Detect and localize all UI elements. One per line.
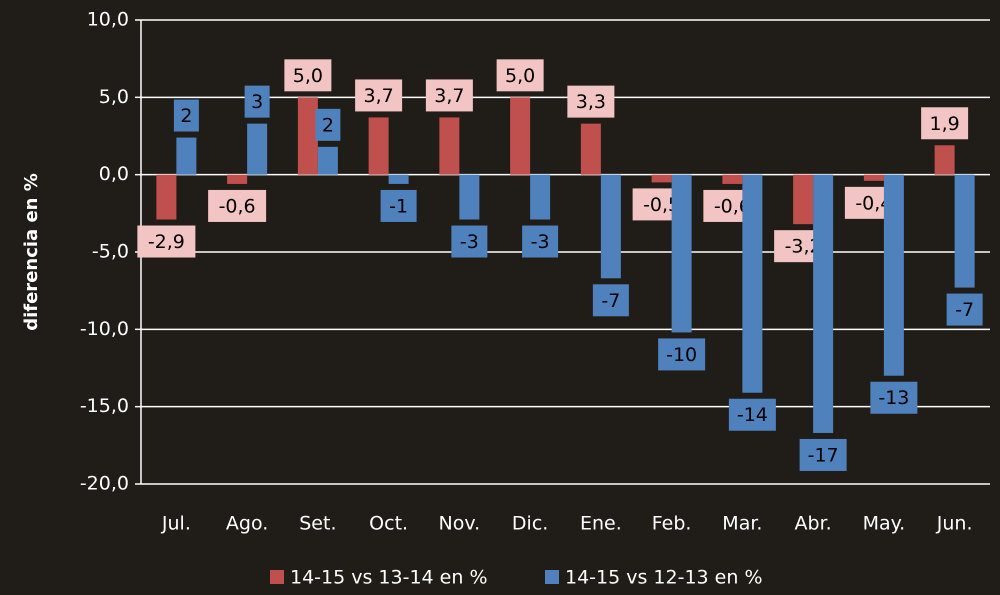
x-tick-label: Jun.: [936, 513, 973, 535]
data-label: 1,9: [930, 113, 960, 135]
bar: [176, 137, 197, 175]
data-label: 3,7: [434, 85, 464, 107]
y-axis-label: diferencia en %: [21, 173, 42, 331]
data-label-box: [799, 438, 847, 471]
x-tick-label: May.: [863, 513, 906, 535]
bar: [863, 174, 884, 181]
data-label-box: [137, 225, 196, 258]
bar: [388, 174, 409, 184]
bar: [934, 145, 955, 175]
data-label: -2,9: [148, 231, 185, 253]
bar: [883, 174, 904, 376]
bar: [317, 146, 338, 175]
data-label: -3: [460, 231, 479, 253]
bar: [530, 174, 551, 220]
data-label: -10: [666, 344, 697, 366]
data-label: -7: [601, 290, 620, 312]
data-label: -0,6: [219, 195, 256, 217]
y-tick-label: -5,0: [92, 241, 129, 263]
data-label-box: [522, 225, 559, 258]
data-label-box: [658, 338, 706, 371]
bar: [580, 123, 601, 175]
data-label: -17: [808, 444, 839, 466]
x-tick-label: Jul.: [161, 513, 191, 535]
data-label: -0,5: [643, 194, 680, 216]
data-label: 3,3: [576, 91, 606, 113]
bar: [600, 174, 621, 279]
y-tick-label: -10,0: [80, 318, 129, 340]
data-label-box: [567, 85, 615, 118]
bar: [510, 97, 531, 175]
bar: [651, 174, 672, 183]
x-tick-label: Ene.: [580, 513, 622, 535]
bar: [671, 174, 692, 333]
data-label: 2: [180, 105, 192, 127]
bar: [227, 174, 248, 184]
data-label: 3,7: [364, 85, 394, 107]
bar: [368, 117, 389, 175]
data-label-box: [921, 107, 969, 140]
y-tick-label: 5,0: [99, 86, 129, 108]
bar: [459, 174, 480, 220]
bar: [793, 174, 814, 225]
legend-swatch: [270, 570, 284, 584]
bar: [156, 174, 177, 220]
x-tick-label: Nov.: [439, 513, 481, 535]
bar: [722, 174, 743, 184]
data-label: -7: [955, 299, 974, 321]
data-label: 2: [322, 114, 334, 136]
data-label: -3,2: [785, 236, 822, 258]
legend-swatch: [545, 570, 559, 584]
data-label-box: [425, 79, 473, 112]
x-tick-label: Dic.: [512, 513, 548, 535]
x-tick-label: Abr.: [795, 513, 832, 535]
y-tick-label: -15,0: [80, 395, 129, 417]
data-label-box: [870, 381, 918, 414]
data-label: -14: [737, 404, 768, 426]
x-tick-label: Ago.: [226, 513, 268, 535]
y-tick-label: 10,0: [87, 9, 129, 31]
x-tick-label: Feb.: [652, 513, 692, 535]
data-label-box: [173, 99, 199, 132]
bar: [297, 97, 318, 175]
data-label-box: [592, 284, 629, 317]
data-label: 3: [251, 91, 263, 113]
x-tick-label: Set.: [299, 513, 336, 535]
data-label-box: [244, 85, 270, 118]
data-label: -3: [531, 231, 550, 253]
data-label: -0,4: [855, 192, 892, 214]
data-label: -13: [878, 387, 909, 409]
data-label-box: [946, 293, 983, 326]
y-tick-label: 0,0: [99, 163, 129, 185]
data-label: -1: [389, 195, 408, 217]
data-label-box: [284, 59, 332, 92]
bar: [247, 123, 268, 175]
data-label-box: [496, 59, 544, 92]
data-label-box: [451, 225, 488, 258]
bar: [954, 174, 975, 288]
data-label: -0,6: [714, 195, 751, 217]
data-label-box: [208, 189, 267, 222]
bar: [813, 174, 834, 433]
y-tick-label: -20,0: [80, 473, 129, 495]
data-label-box: [315, 108, 341, 141]
data-label: 5,0: [293, 65, 323, 87]
legend-label: 14-15 vs 13-14 en %: [290, 567, 488, 589]
data-label-box: [355, 79, 403, 112]
bar: [742, 174, 763, 393]
data-label-box: [380, 189, 417, 222]
x-tick-label: Mar.: [722, 513, 762, 535]
legend-label: 14-15 vs 12-13 en %: [565, 567, 763, 589]
data-label-box: [728, 398, 776, 431]
data-label: 5,0: [505, 65, 535, 87]
x-tick-label: Oct.: [369, 513, 408, 535]
bar: [439, 117, 460, 175]
